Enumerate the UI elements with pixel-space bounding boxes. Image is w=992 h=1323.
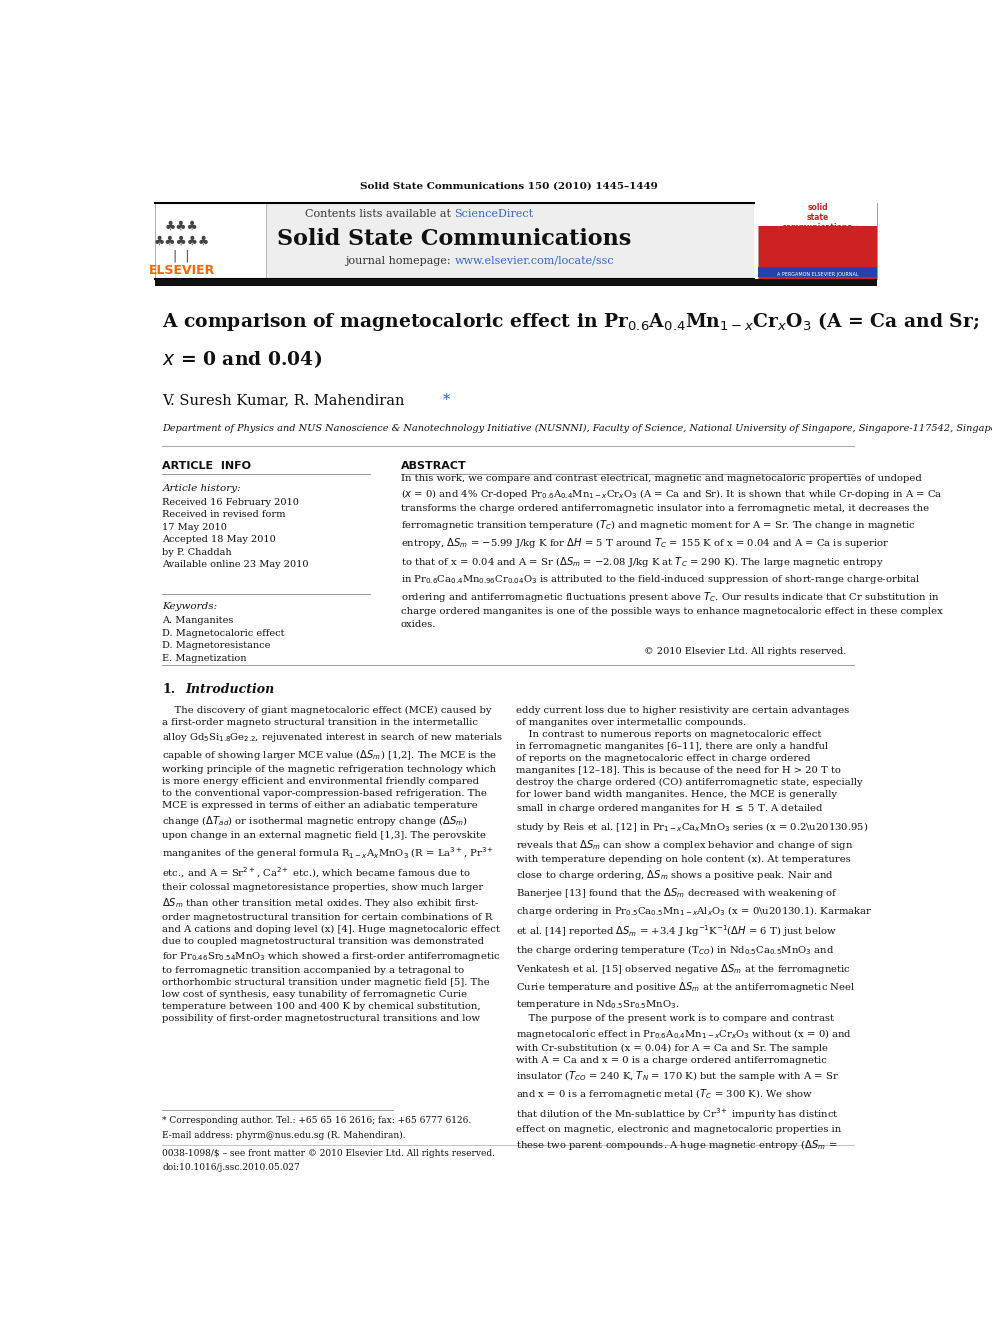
Text: Contents lists available at: Contents lists available at xyxy=(306,209,454,218)
Text: Solid State Communications: Solid State Communications xyxy=(278,228,632,250)
Text: A comparison of magnetocaloric effect in Pr$_{0.6}$A$_{0.4}$Mn$_{1-x}$Cr$_{x}$O$: A comparison of magnetocaloric effect in… xyxy=(163,310,980,332)
Text: A PERGAMON ELSEVIER JOURNAL: A PERGAMON ELSEVIER JOURNAL xyxy=(777,271,858,277)
Text: $x$ = 0 and 0.04): $x$ = 0 and 0.04) xyxy=(163,348,322,370)
Text: * Corresponding author. Tel.: +65 65 16 2616; fax: +65 6777 6126.: * Corresponding author. Tel.: +65 65 16 … xyxy=(163,1117,471,1126)
Text: Article history:: Article history: xyxy=(163,484,241,492)
Text: © 2010 Elsevier Ltd. All rights reserved.: © 2010 Elsevier Ltd. All rights reserved… xyxy=(644,647,847,656)
Text: doi:10.1016/j.ssc.2010.05.027: doi:10.1016/j.ssc.2010.05.027 xyxy=(163,1163,301,1172)
Text: Keywords:: Keywords: xyxy=(163,602,217,611)
Text: solid
state
communications: solid state communications xyxy=(782,202,853,233)
FancyBboxPatch shape xyxy=(155,279,878,286)
Text: ♣♣♣
♣♣♣♣♣
|  |: ♣♣♣ ♣♣♣♣♣ | | xyxy=(154,220,209,263)
Text: The discovery of giant magnetocaloric effect (MCE) caused by
a first-order magne: The discovery of giant magnetocaloric ef… xyxy=(163,705,504,1023)
Text: Solid State Communications 150 (2010) 1445–1449: Solid State Communications 150 (2010) 14… xyxy=(359,181,658,191)
Text: V. Suresh Kumar, R. Mahendiran: V. Suresh Kumar, R. Mahendiran xyxy=(163,393,405,407)
Text: www.elsevier.com/locate/ssc: www.elsevier.com/locate/ssc xyxy=(454,255,614,266)
Text: ScienceDirect: ScienceDirect xyxy=(454,209,534,218)
Text: E-mail address: phyrm@nus.edu.sg (R. Mahendiran).: E-mail address: phyrm@nus.edu.sg (R. Mah… xyxy=(163,1131,406,1139)
Text: journal homepage:: journal homepage: xyxy=(345,255,454,266)
FancyBboxPatch shape xyxy=(155,202,266,279)
Text: 0038-1098/$ – see front matter © 2010 Elsevier Ltd. All rights reserved.: 0038-1098/$ – see front matter © 2010 El… xyxy=(163,1148,495,1158)
Text: A. Manganites
D. Magnetocaloric effect
D. Magnetoresistance
E. Magnetization: A. Manganites D. Magnetocaloric effect D… xyxy=(163,617,285,663)
FancyBboxPatch shape xyxy=(758,202,878,226)
FancyBboxPatch shape xyxy=(155,202,755,279)
Text: ARTICLE  INFO: ARTICLE INFO xyxy=(163,462,251,471)
Text: eddy current loss due to higher resistivity are certain advantages
of manganites: eddy current loss due to higher resistiv… xyxy=(516,705,873,1152)
Text: Department of Physics and NUS Nanoscience & Nanotechnology Initiative (NUSNNI), : Department of Physics and NUS Nanoscienc… xyxy=(163,423,992,433)
FancyBboxPatch shape xyxy=(758,267,878,277)
FancyBboxPatch shape xyxy=(758,202,878,279)
Text: In this work, we compare and contrast electrical, magnetic and magnetocaloric pr: In this work, we compare and contrast el… xyxy=(401,474,942,628)
Text: ABSTRACT: ABSTRACT xyxy=(401,462,466,471)
Text: ELSEVIER: ELSEVIER xyxy=(149,263,215,277)
Text: 1.: 1. xyxy=(163,684,176,696)
Text: Introduction: Introduction xyxy=(186,684,275,696)
Text: *: * xyxy=(443,393,450,407)
Text: Received 16 February 2010
Received in revised form
17 May 2010
Accepted 18 May 2: Received 16 February 2010 Received in re… xyxy=(163,497,309,569)
